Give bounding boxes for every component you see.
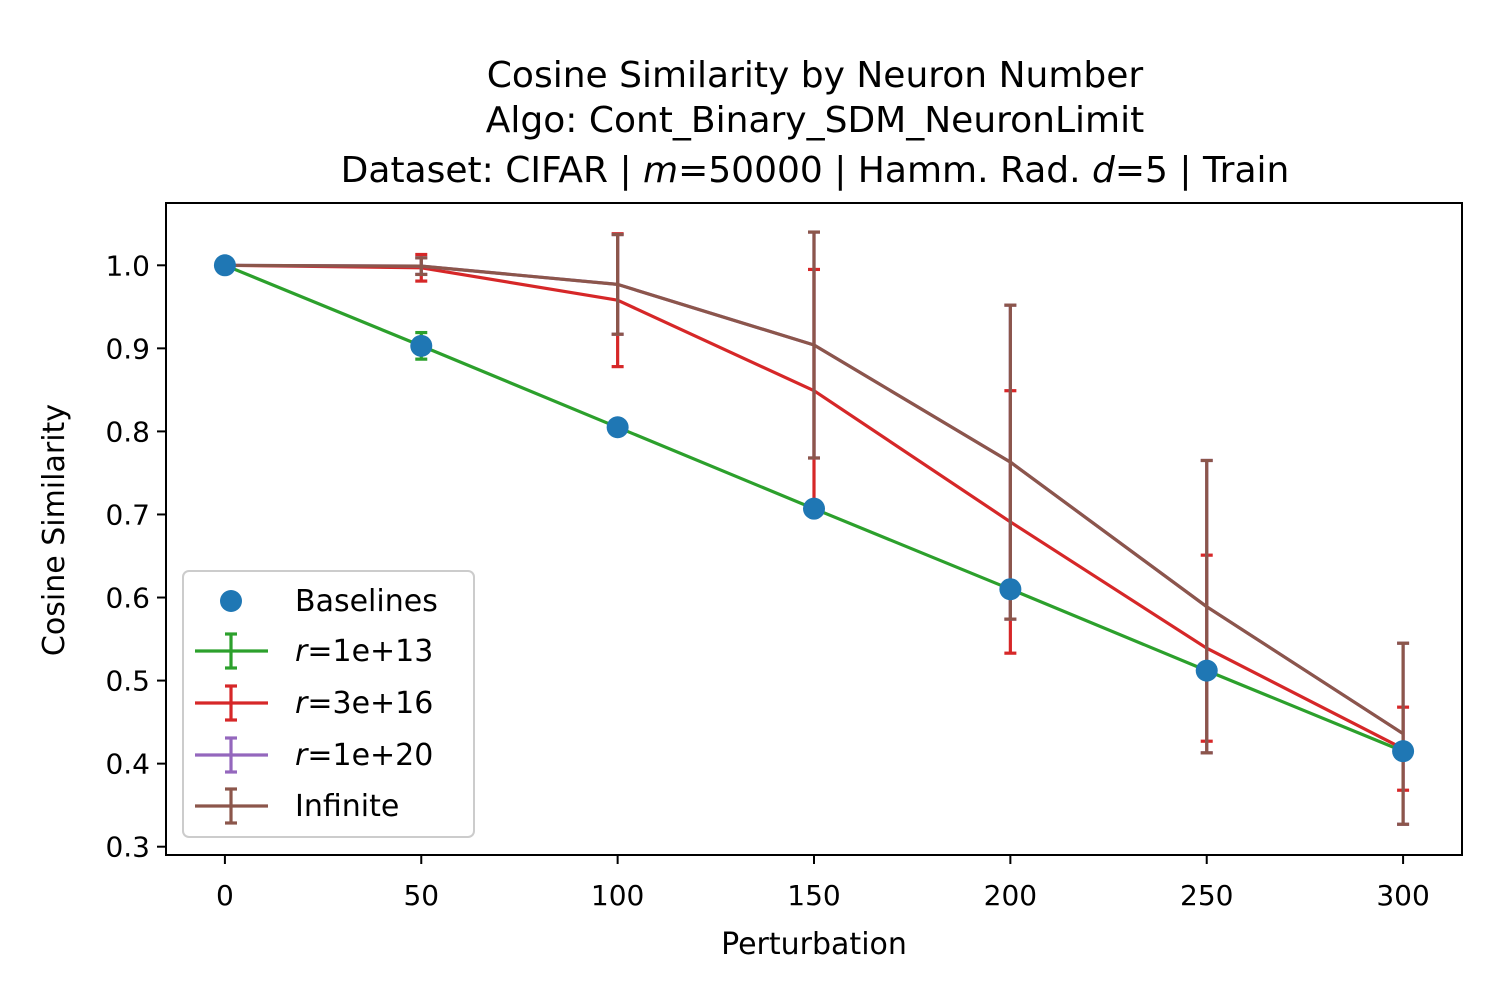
error-bar — [1397, 641, 1410, 826]
baseline-point — [1195, 659, 1218, 682]
y-tick-label: 0.7 — [105, 498, 150, 531]
baseline-point — [606, 416, 629, 439]
baseline-point — [1392, 740, 1415, 763]
x-tick-label: 250 — [1180, 879, 1233, 912]
x-tick-label: 50 — [403, 879, 439, 912]
y-tick-label: 0.3 — [105, 831, 150, 864]
y-axis: 0.3 0.4 0.5 0.6 0.7 0.8 0.9 1.0 — [105, 249, 166, 864]
error-bar — [1200, 458, 1213, 755]
legend: Baselines r=1e+13 r=3e+16 r=1e+20 Infinite — [182, 570, 475, 838]
y-tick-label: 0.6 — [105, 582, 150, 615]
legend-item-series-1: r=1e+13 — [195, 632, 433, 670]
baseline-point — [999, 578, 1022, 601]
error-bar — [1004, 303, 1017, 621]
chart-title: Cosine Similarity by Neuron Number Algo:… — [341, 55, 1290, 191]
series-4 — [224, 230, 1410, 826]
baseline-point — [213, 254, 236, 277]
baseline-point — [410, 334, 433, 357]
legend-label: r=1e+20 — [295, 738, 433, 773]
x-axis-label: Perturbation — [721, 927, 907, 962]
y-axis-label: Cosine Similarity — [37, 404, 72, 656]
y-tick-label: 0.9 — [105, 332, 150, 365]
y-tick-label: 0.8 — [105, 415, 150, 448]
y-tick-label: 1.0 — [105, 249, 150, 282]
x-tick-label: 300 — [1376, 879, 1429, 912]
error-bar — [415, 256, 428, 277]
x-tick-label: 100 — [591, 879, 644, 912]
legend-item-baselines: Baselines — [220, 584, 438, 619]
x-tick-label: 0 — [216, 879, 234, 912]
plot-frame — [165, 202, 1463, 856]
chart-title-line-3: Dataset: CIFAR | m=50000 | Hamm. Rad. d=… — [341, 150, 1290, 191]
x-tick-label: 150 — [787, 879, 840, 912]
chart-title-line-1: Cosine Similarity by Neuron Number — [487, 55, 1144, 96]
y-tick-label: 0.5 — [105, 665, 150, 698]
legend-marker — [220, 590, 242, 612]
y-tick-label: 0.4 — [105, 748, 150, 781]
legend-item-series-3: r=1e+20 — [195, 736, 433, 774]
legend-label: r=1e+13 — [295, 634, 433, 669]
legend-item-series-4: Infinite — [195, 787, 399, 825]
legend-box — [182, 570, 475, 838]
legend-label: Infinite — [295, 789, 399, 824]
legend-label: Baselines — [295, 584, 438, 619]
error-bar — [808, 230, 820, 460]
x-axis: 0 50 100 150 200 250 300 — [216, 855, 1430, 912]
error-bar — [611, 232, 624, 336]
baseline-point — [803, 497, 825, 520]
plot-area — [213, 230, 1415, 826]
baselines-series — [213, 254, 1415, 763]
x-tick-label: 200 — [984, 879, 1037, 912]
legend-item-series-2: r=3e+16 — [195, 684, 433, 722]
chart-title-line-2: Algo: Cont_Binary_SDM_NeuronLimit — [486, 100, 1144, 141]
legend-label: r=3e+16 — [295, 686, 433, 721]
